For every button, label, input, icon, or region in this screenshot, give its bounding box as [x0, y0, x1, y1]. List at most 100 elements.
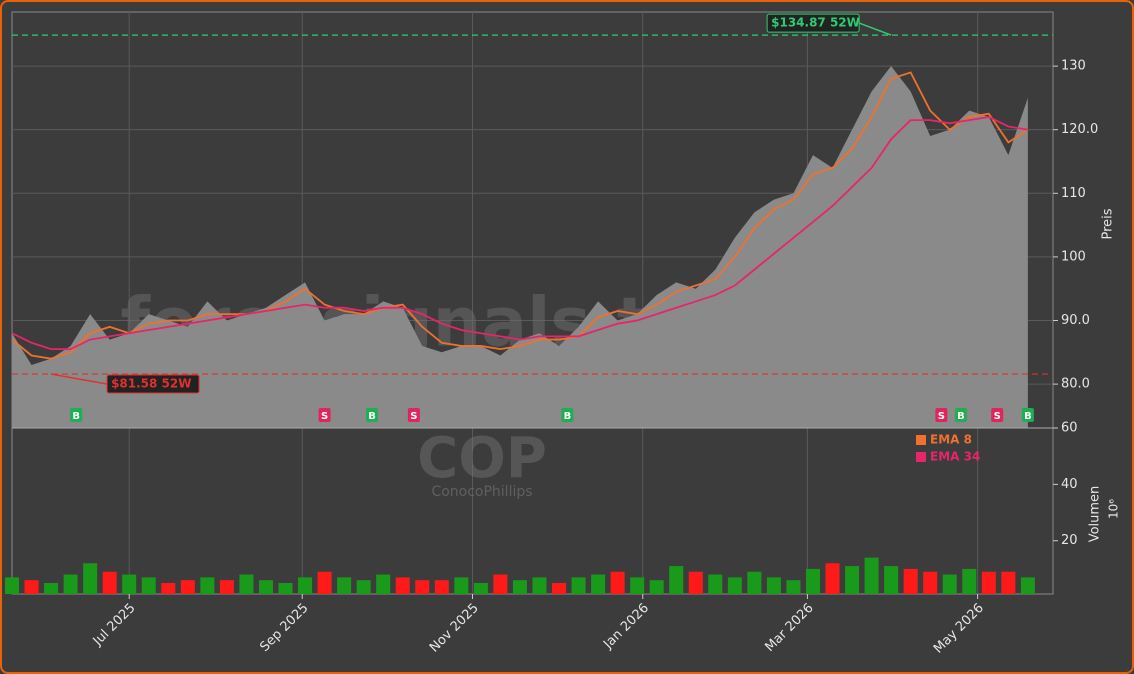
volume-bar: [200, 577, 215, 594]
signal-box: [991, 408, 1004, 422]
level-arrow: [50, 373, 108, 385]
volume-axis-label: Volumen: [1088, 486, 1103, 543]
volume-bar: [24, 580, 39, 594]
volume-bar: [161, 583, 176, 594]
volume-bar: [102, 571, 117, 594]
volume-unit: 10⁶: [1107, 499, 1121, 519]
y-tick-label: 130: [1061, 59, 1086, 74]
volume-bar: [63, 574, 78, 594]
ema-line: [11, 71, 1029, 360]
volume-bar: [825, 563, 840, 594]
signal-box: [561, 408, 574, 422]
volume-bar: [727, 577, 742, 594]
price-area: [12, 66, 1028, 429]
volume-bar: [83, 563, 98, 594]
volume-bar: [1001, 571, 1016, 594]
volume-bar: [962, 568, 977, 594]
signal-label: S: [938, 411, 945, 422]
volume-bar: [766, 577, 781, 594]
signal-label: B: [1024, 411, 1032, 422]
legend-swatch: [916, 435, 926, 445]
volume-bar: [219, 580, 234, 594]
company-watermark: ConocoPhillips: [431, 484, 532, 500]
y-tick-label: 90.0: [1061, 313, 1090, 328]
volume-bar: [44, 583, 59, 594]
y-axis-label: Preis: [1101, 208, 1116, 239]
level-arrow: [858, 22, 892, 36]
level-label: $81.58 52W: [50, 373, 200, 394]
y2-tick-label: 40: [1061, 477, 1078, 492]
volume-bar: [493, 574, 508, 594]
volume-bar: [747, 571, 762, 594]
signal-label: B: [957, 411, 965, 422]
x-tick-label: Sep 2025: [257, 601, 311, 655]
volume-bar: [258, 580, 273, 594]
symbol-watermark: COP: [417, 426, 547, 491]
signal-label: S: [410, 411, 417, 422]
signal-box: [407, 408, 420, 422]
volume-bar: [884, 566, 899, 594]
y-tick-label: 80.0: [1061, 377, 1090, 392]
volume-bar: [708, 574, 723, 594]
signal-label: B: [564, 411, 572, 422]
volume-bar: [610, 571, 625, 594]
signal-box: [935, 408, 948, 422]
signal-label: B: [72, 411, 80, 422]
volume-bar: [239, 574, 254, 594]
legend-label: EMA 34: [930, 450, 980, 464]
x-tick-label: Jul 2025: [90, 601, 139, 650]
y-tick-label: 100: [1061, 249, 1086, 264]
signal-label: B: [368, 411, 376, 422]
volume-bar: [278, 583, 293, 594]
volume-bar: [395, 577, 410, 594]
volume-bar: [317, 571, 332, 594]
volume-bar: [512, 580, 527, 594]
signal-box: [954, 408, 967, 422]
signal-box: [318, 408, 331, 422]
signal-box: [70, 408, 83, 422]
volume-bar: [180, 580, 195, 594]
volume-bar: [552, 583, 567, 594]
volume-bar: [356, 580, 371, 594]
volume-bar: [591, 574, 606, 594]
volume-bar: [923, 571, 938, 594]
volume-bar: [473, 583, 488, 594]
volume-bar: [5, 577, 19, 594]
volume-bar: [688, 571, 703, 594]
x-tick-label: Mar 2026: [762, 601, 816, 655]
legend-label: EMA 8: [930, 433, 972, 447]
volume-bar: [981, 571, 996, 594]
volume-bar: [903, 568, 918, 594]
x-tick-label: Jan 2026: [600, 601, 652, 653]
signal-box: [1021, 408, 1034, 422]
volume-bar: [141, 577, 156, 594]
signal-box: [366, 408, 379, 422]
volume-bar: [786, 580, 801, 594]
x-tick-label: Nov 2025: [427, 601, 482, 656]
level-label: $134.87 52W: [766, 13, 892, 36]
volume-bar: [337, 577, 352, 594]
volume-bar: [434, 580, 449, 594]
volume-bar: [376, 574, 391, 594]
y2-tick-label: 20: [1061, 533, 1078, 548]
volume-bar: [669, 566, 684, 594]
y2-tick-label: 60: [1061, 421, 1078, 436]
volume-bar: [454, 577, 469, 594]
volume-bar: [845, 566, 860, 594]
volume-bar: [1020, 577, 1035, 594]
level-label-text: $134.87 52W: [771, 16, 860, 30]
level-label-text: $81.58 52W: [111, 377, 191, 391]
volume-bar: [415, 580, 430, 594]
legend-swatch: [916, 452, 926, 462]
volume-bar: [298, 577, 313, 594]
x-tick-label: May 2026: [931, 601, 987, 657]
volume-bar: [630, 577, 645, 594]
volume-bar: [864, 557, 879, 594]
y-tick-label: 110: [1061, 186, 1086, 201]
volume-bar: [532, 577, 547, 594]
signal-label: S: [321, 411, 328, 422]
signal-label: S: [994, 411, 1001, 422]
ema-line: [11, 116, 1029, 351]
